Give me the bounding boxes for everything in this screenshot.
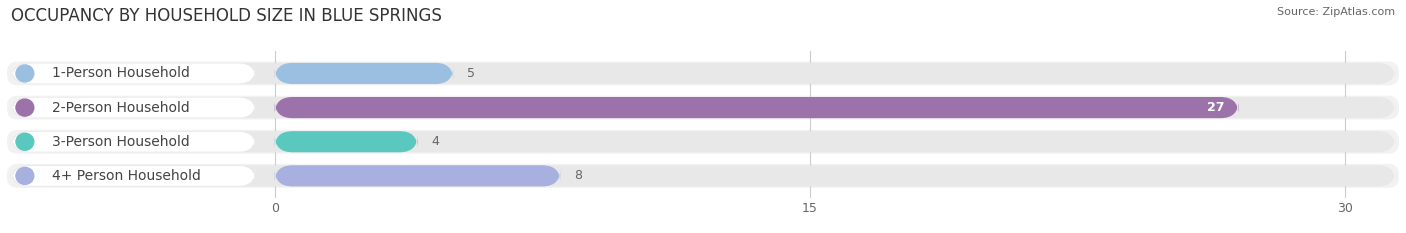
Circle shape <box>15 65 34 82</box>
FancyBboxPatch shape <box>11 165 1395 186</box>
Text: 27: 27 <box>1206 101 1225 114</box>
FancyBboxPatch shape <box>7 96 1399 120</box>
FancyBboxPatch shape <box>13 64 254 83</box>
FancyBboxPatch shape <box>7 62 1399 86</box>
Text: OCCUPANCY BY HOUSEHOLD SIZE IN BLUE SPRINGS: OCCUPANCY BY HOUSEHOLD SIZE IN BLUE SPRI… <box>11 7 441 25</box>
FancyBboxPatch shape <box>274 165 560 186</box>
FancyBboxPatch shape <box>274 63 453 84</box>
FancyBboxPatch shape <box>11 131 1395 152</box>
FancyBboxPatch shape <box>274 97 1239 118</box>
Text: Source: ZipAtlas.com: Source: ZipAtlas.com <box>1277 7 1395 17</box>
Text: 1-Person Household: 1-Person Household <box>52 66 190 80</box>
Text: 8: 8 <box>575 169 582 182</box>
FancyBboxPatch shape <box>274 131 418 152</box>
Text: 2-Person Household: 2-Person Household <box>52 101 190 115</box>
Circle shape <box>15 167 34 184</box>
FancyBboxPatch shape <box>13 132 254 152</box>
Circle shape <box>15 99 34 116</box>
FancyBboxPatch shape <box>11 97 1395 118</box>
FancyBboxPatch shape <box>11 63 1395 84</box>
Circle shape <box>15 133 34 150</box>
Text: 3-Person Household: 3-Person Household <box>52 135 190 149</box>
Text: 4+ Person Household: 4+ Person Household <box>52 169 201 183</box>
Text: 5: 5 <box>467 67 475 80</box>
FancyBboxPatch shape <box>13 98 254 117</box>
Text: 4: 4 <box>432 135 440 148</box>
FancyBboxPatch shape <box>7 164 1399 188</box>
FancyBboxPatch shape <box>7 130 1399 154</box>
FancyBboxPatch shape <box>13 166 254 186</box>
